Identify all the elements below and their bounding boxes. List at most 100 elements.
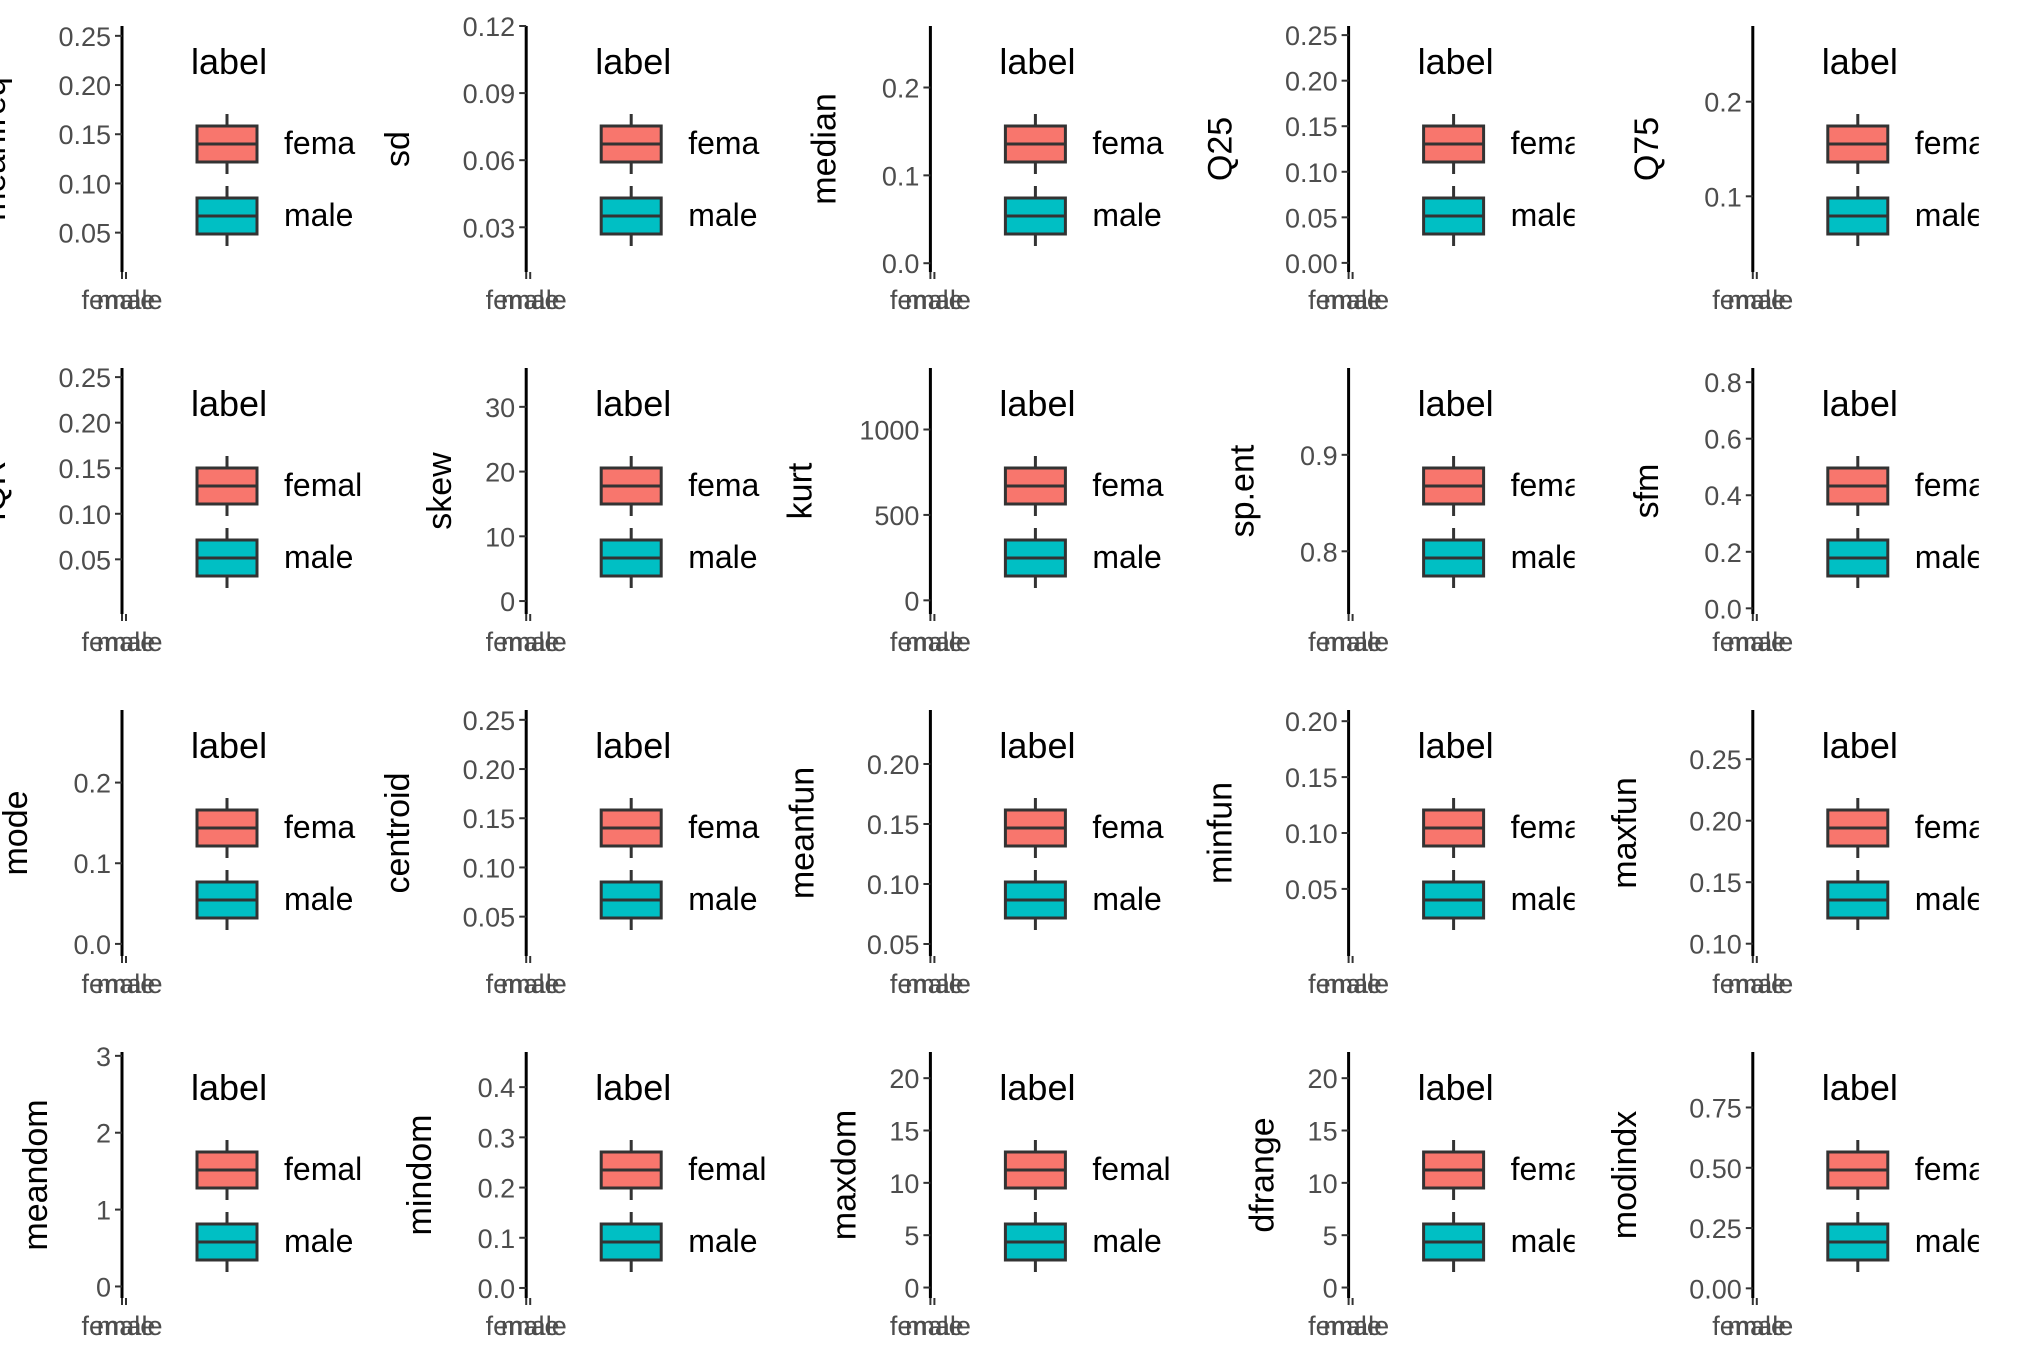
y-tick-label: 10 [889, 1169, 919, 1199]
panel-modindx: 0.000.250.500.75modindxfemalemalelabelfe… [1606, 1052, 1984, 1341]
y-tick-label: 0.10 [58, 500, 111, 530]
legend-label: fema [1511, 809, 1582, 845]
legend-label: male [1092, 539, 1161, 575]
legend-title: label [999, 383, 1075, 424]
panel-Q25: 0.000.050.100.150.200.25Q25femalemalelab… [1202, 21, 1582, 315]
legend-item-male: male [599, 528, 758, 588]
x-tick-label-female: female [1308, 285, 1389, 315]
y-tick-label: 0.3 [478, 1123, 516, 1153]
legend-title: label [999, 725, 1075, 766]
legend-item-male: male [1003, 870, 1162, 930]
legend: label female male [1822, 1067, 1984, 1272]
x-tick-label-male: male [1728, 627, 1787, 657]
y-tick-label: 0.15 [463, 804, 516, 834]
y-tick-label: 0.2 [478, 1174, 516, 1204]
y-tick-label: 0.10 [1689, 930, 1742, 960]
legend: label femal male [1418, 1067, 1589, 1272]
legend-item-female: femal [1422, 456, 1589, 516]
legend-item-female: fema [1003, 456, 1164, 516]
y-tick-label: 0.8 [1300, 537, 1338, 567]
legend-item-female: fema [1422, 798, 1582, 858]
x-tick-label-male: male [501, 627, 560, 657]
legend: label fema male [595, 725, 760, 930]
x-tick-label-female: female [1308, 1311, 1389, 1341]
y-tick-label: 0.15 [1689, 868, 1742, 898]
legend-label: female [1915, 467, 2011, 503]
y-tick-label: 0.20 [58, 71, 111, 101]
y-tick-label: 30 [485, 393, 515, 423]
legend: label female male [191, 1067, 380, 1272]
y-tick-label: 20 [889, 1064, 919, 1094]
legend-item-female: fema [599, 456, 760, 516]
x-tick-label-male: male [97, 627, 156, 657]
y-tick-label: 0.05 [463, 903, 516, 933]
legend: label fema male [999, 725, 1164, 930]
legend-label: fema [1511, 125, 1582, 161]
legend-label: male [1915, 1223, 1984, 1259]
y-tick-label: 2 [96, 1119, 111, 1149]
y-tick-label: 0 [500, 587, 515, 617]
x-tick-label-female: female [1712, 1311, 1793, 1341]
legend-label: femal [1511, 1151, 1589, 1187]
legend-item-male: male [1003, 1212, 1162, 1272]
y-tick-label: 0.10 [867, 870, 920, 900]
legend-label: femal [284, 467, 362, 503]
x-tick-label-female: female [890, 627, 971, 657]
y-tick-label: 20 [485, 458, 515, 488]
legend-title: label [1822, 383, 1898, 424]
legend-item-male: male [195, 186, 353, 246]
legend-title: label [1822, 41, 1898, 82]
legend-label: fema [688, 467, 759, 503]
legend-item-male: male [599, 186, 758, 246]
legend-item-female: fema [195, 114, 355, 174]
y-tick-label: 0.2 [1704, 538, 1742, 568]
y-tick-label: 0.20 [1285, 67, 1338, 97]
y-tick-label: 0.0 [73, 930, 111, 960]
legend-label: male [1915, 539, 1984, 575]
legend-label: male [688, 539, 757, 575]
legend: label female male [1822, 383, 2011, 588]
legend-item-female: female [1826, 114, 1979, 174]
x-tick-label-female: female [486, 627, 567, 657]
x-tick-label-male: male [905, 285, 964, 315]
y-tick-label: 0.05 [58, 219, 111, 249]
y-tick-label: 0.05 [58, 545, 111, 575]
panel-minfun: 0.050.100.150.20minfunfemalemalelabelfem… [1202, 707, 1582, 999]
x-tick-label-male: male [97, 1311, 156, 1341]
y-tick-label: 0.0 [1704, 594, 1742, 624]
legend-item-male: male [195, 528, 353, 588]
x-tick-label-male: male [501, 1311, 560, 1341]
panel-sd: 0.030.060.090.12sdfemalemalelabelfemamal… [379, 12, 759, 315]
legend-label: female [284, 1151, 380, 1187]
legend: label femal male [1418, 383, 1589, 588]
y-tick-label: 0 [96, 1272, 111, 1302]
y-axis-title: sfm [1628, 464, 1666, 519]
legend-label: femal [1511, 467, 1589, 503]
y-tick-label: 0.25 [1689, 1214, 1742, 1244]
y-tick-label: 0.20 [867, 750, 920, 780]
legend-label: male [688, 1223, 757, 1259]
legend-item-male: male [1422, 1212, 1575, 1272]
legend-title: label [191, 41, 267, 82]
x-tick-label-female: female [486, 1311, 567, 1341]
legend: label fema male [191, 725, 355, 930]
legend: label fema male [1418, 41, 1582, 246]
y-tick-label: 0.10 [1285, 158, 1338, 188]
panel-IQR: 0.050.100.150.200.25IQRfemalemalelabelfe… [0, 363, 362, 657]
y-tick-label: 0.8 [1704, 368, 1742, 398]
legend-item-male: male [1826, 186, 1984, 246]
legend-item-female: fema [195, 798, 355, 858]
legend-item-female: female [1003, 1140, 1170, 1200]
x-tick-label-female: female [890, 285, 971, 315]
y-tick-label: 0.06 [463, 146, 516, 176]
legend: label fema male [191, 41, 355, 246]
legend-label: male [1511, 197, 1580, 233]
y-tick-label: 0 [1323, 1274, 1338, 1304]
legend-label: male [1915, 197, 1984, 233]
